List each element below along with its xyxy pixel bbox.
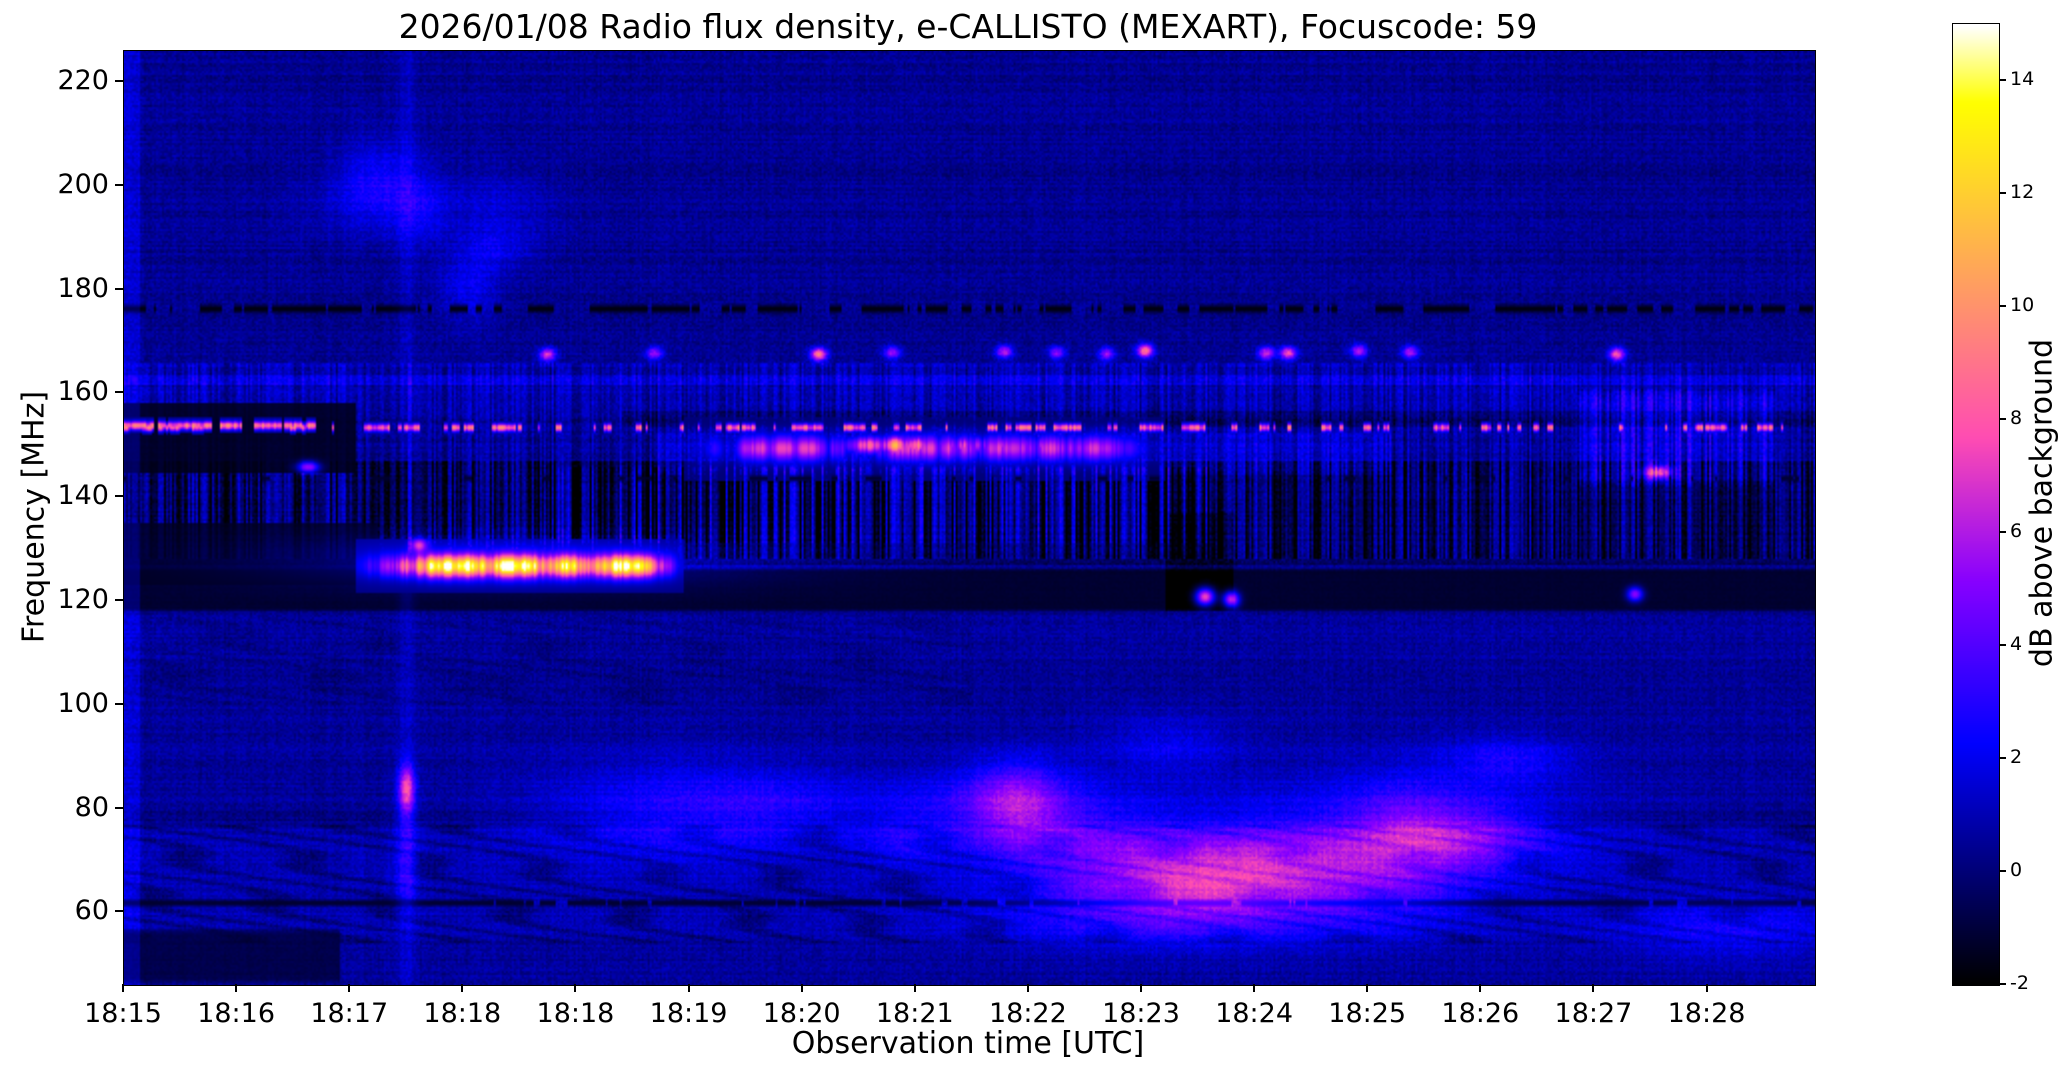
colorbar-tick-label: 14 [2010,67,2035,90]
x-tick-mark [1366,984,1369,992]
colorbar-tick-label: 12 [2010,180,2035,203]
x-tick-label: 18:28 [1667,998,1746,1029]
x-tick-label: 18:27 [1554,998,1633,1029]
x-tick-mark [348,984,351,992]
colorbar-gradient [1953,24,1999,985]
colorbar-tick-label: -2 [2010,972,2029,994]
x-tick-mark [574,984,577,992]
spectrogram-image [124,51,1815,985]
x-tick-mark [1592,984,1595,992]
x-tick-label: 18:19 [649,998,728,1029]
colorbar-tick-mark [1999,304,2006,307]
x-tick-mark [1026,984,1029,992]
x-tick-label: 18:17 [310,998,389,1029]
x-tick-mark [687,984,690,992]
x-tick-mark [1705,984,1708,992]
x-tick-mark [235,984,238,992]
x-tick-mark [122,984,124,992]
colorbar-tick-label: 6 [2010,519,2023,542]
x-tick-label: 18:26 [1441,998,1520,1029]
x-tick-label: 18:16 [197,998,276,1029]
x-tick-label: 18:15 [84,998,162,1029]
y-tick-label: 100 [57,687,109,719]
y-tick-label: 200 [57,168,109,200]
y-tick-mark [115,287,123,290]
spectrogram-plot [123,50,1816,986]
y-axis-label: Frequency [MHz] [16,390,52,644]
colorbar-tick-mark [1999,643,2006,646]
colorbar-tick-mark [1999,869,2006,872]
x-axis-label: Observation time [UTC] [791,1026,1145,1061]
x-tick-label: 18:23 [1102,998,1180,1029]
x-tick-label: 18:24 [1215,998,1293,1029]
x-tick-mark [1253,984,1256,992]
y-tick-label: 220 [57,65,109,97]
y-tick-mark [115,702,123,705]
colorbar-tick-label: 10 [2010,293,2035,316]
colorbar-tick-mark [1999,530,2006,533]
y-tick-mark [115,599,123,602]
colorbar-label: dB above background [2024,338,2060,668]
y-tick-label: 180 [57,272,109,304]
y-tick-label: 140 [57,480,109,512]
y-tick-mark [115,806,123,809]
y-tick-label: 120 [57,584,109,616]
colorbar-tick-label: 0 [2010,858,2023,881]
x-tick-mark [1139,984,1142,992]
chart-title: 2026/01/08 Radio flux density, e-CALLIST… [398,7,1538,46]
y-tick-label: 80 [74,791,109,823]
x-tick-mark [913,984,916,992]
x-tick-label: 18:18 [423,998,502,1029]
y-tick-mark [115,910,123,913]
colorbar-tick-mark [1999,191,2006,194]
x-tick-label: 18:25 [1328,998,1407,1029]
x-tick-mark [1479,984,1482,992]
x-tick-mark [800,984,803,992]
y-tick-mark [115,391,123,394]
colorbar-tick-mark [1999,983,2006,985]
colorbar-tick-label: 4 [2010,632,2023,655]
colorbar-tick-label: 2 [2010,745,2023,768]
y-tick-label: 60 [74,895,109,927]
colorbar-tick-mark [1999,78,2006,81]
x-tick-label: 18:18 [536,998,615,1029]
y-tick-mark [115,495,123,498]
y-tick-label: 160 [57,376,109,408]
colorbar-tick-label: 8 [2010,406,2023,429]
x-tick-label: 18:21 [875,998,954,1029]
x-tick-label: 18:22 [988,998,1067,1029]
colorbar-tick-mark [1999,756,2006,759]
x-tick-mark [461,984,464,992]
colorbar-tick-mark [1999,417,2006,420]
y-tick-mark [115,80,123,83]
colorbar [1952,23,2000,986]
x-tick-label: 18:20 [762,998,841,1029]
y-tick-mark [115,183,123,186]
